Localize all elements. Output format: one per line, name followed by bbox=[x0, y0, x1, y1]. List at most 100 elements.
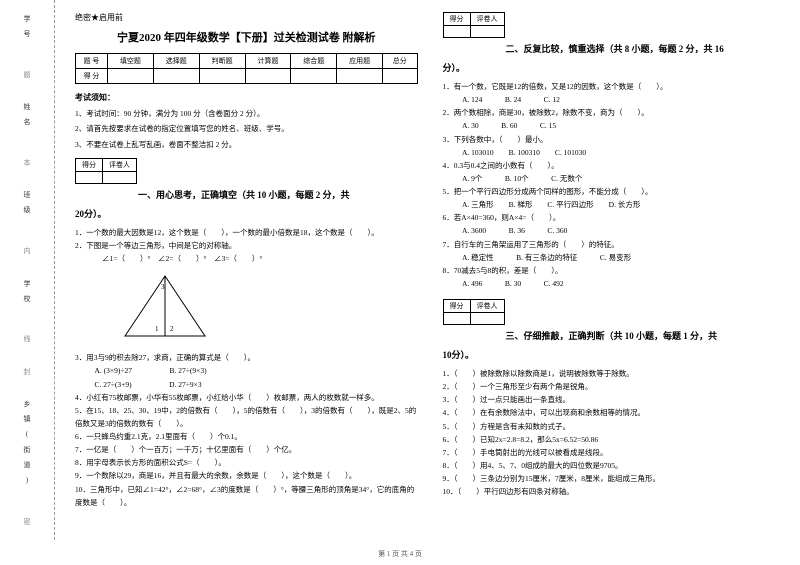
grader-table: 得分评卷人 bbox=[443, 12, 505, 38]
question: 9．一个数除以29，商是16，并且有最大的余数，余数是（ ），这个数是（ ）。 bbox=[75, 469, 418, 482]
question: 5．（ ）方程是含有未知数的式子。 bbox=[443, 420, 786, 433]
question: 4．（ ）在有余数除法中，可以出现商和余数相等的情况。 bbox=[443, 406, 786, 419]
right-column: 得分评卷人 ———————二、反复比较，慎重选择（共 8 小题，每题 2 分，共… bbox=[443, 12, 786, 540]
section3-title: ———————三、仔细推敲，正确判断（共 10 小题，每题 1 分，共 bbox=[443, 329, 786, 342]
question: 5．在15、18、25、30、19中，2的倍数有（ ），5的倍数有（ ），3的倍… bbox=[75, 404, 418, 430]
grader-cell bbox=[443, 313, 470, 325]
sidebar-marker: 内 bbox=[22, 247, 32, 254]
score-header: 填空题 bbox=[108, 54, 154, 69]
grader-cell: 评卷人 bbox=[470, 300, 504, 313]
question: 2．（ ）一个三角形至少有两个角是锐角。 bbox=[443, 380, 786, 393]
section2-points: 分）。 bbox=[443, 61, 786, 74]
grader-cell: 得分 bbox=[443, 300, 470, 313]
question: 1．（ ）被除数除以除数商是1，说明被除数等于除数。 bbox=[443, 367, 786, 380]
question-option: A. 稳定性 B. 有三条边的特征 C. 易变形 bbox=[443, 251, 786, 264]
question-option: A. 三角形 B. 梯形 C. 平行四边形 D. 长方形 bbox=[443, 198, 786, 211]
grader-cell: 评卷人 bbox=[103, 158, 137, 171]
question: 10．三角形中，已知∠1=42°，∠2=68°，∠3的度数是（ ）°，等腰三角形… bbox=[75, 483, 418, 509]
score-header: 判断题 bbox=[199, 54, 245, 69]
question: 9．（ ）三条边分别为15厘米，7厘米，8厘米，能组成三角形。 bbox=[443, 472, 786, 485]
question-option: A. 103010 B. 100310 C. 101030 bbox=[443, 146, 786, 159]
section2-questions: 1．有一个数，它既是12的倍数，又是12的因数，这个数是（ ）。 A. 124 … bbox=[443, 80, 786, 290]
score-cell bbox=[108, 69, 154, 84]
exam-title: 宁夏2020 年四年级数学【下册】过关检测试卷 附解析 bbox=[75, 29, 418, 45]
question: 6．（ ）已知2x=2.8=8.2，那么5x=6.52=50.86 bbox=[443, 433, 786, 446]
question: 8．（ ）用4、5、7、0组成的最大的四位数是9705。 bbox=[443, 459, 786, 472]
section3-points: 10分）。 bbox=[443, 348, 786, 361]
section3-questions: 1．（ ）被除数除以除数商是1，说明被除数等于除数。 2．（ ）一个三角形至少有… bbox=[443, 367, 786, 498]
notice-list: 1、考试时间：90 分钟，满分为 100 分（含卷面分 2 分）。 2、请首先按… bbox=[75, 107, 418, 152]
score-cell bbox=[383, 69, 417, 84]
svg-text:1: 1 bbox=[155, 325, 159, 333]
score-cell bbox=[337, 69, 383, 84]
question: 6．若A×40=360，则A×4=（ ）。 bbox=[443, 211, 786, 224]
question: 6．一只蜂鸟约重2.1克，2.1里面有（ ）个0.1。 bbox=[75, 430, 418, 443]
score-cell bbox=[153, 69, 199, 84]
grader-table: 得分评卷人 bbox=[443, 299, 505, 325]
score-header: 计算题 bbox=[245, 54, 291, 69]
score-header: 综合题 bbox=[291, 54, 337, 69]
triangle-figure: 1 2 3 bbox=[115, 271, 418, 345]
grader-cell bbox=[103, 171, 137, 183]
score-cell bbox=[199, 69, 245, 84]
grader-cell bbox=[443, 26, 470, 38]
question: 10．（ ）平行四边形有四条对称轴。 bbox=[443, 485, 786, 498]
question-option: C. 27÷(3+9) D. 27÷9×3 bbox=[75, 378, 418, 391]
grader-cell bbox=[76, 171, 103, 183]
grader-cell bbox=[470, 26, 504, 38]
question-option: A. 124 B. 24 C. 12 bbox=[443, 93, 786, 106]
page-footer: 第 1 页 共 4 页 bbox=[0, 549, 800, 559]
left-column: 绝密★启用前 宁夏2020 年四年级数学【下册】过关检测试卷 附解析 题 号 填… bbox=[75, 12, 418, 540]
notice-item: 2、请首先按要求在试卷的指定位置填写您的姓名、班级、学号。 bbox=[75, 122, 418, 136]
sidebar-label-id: 学号 bbox=[22, 15, 32, 45]
grader-table: 得分评卷人 bbox=[75, 158, 137, 184]
question-option: A. 30 B. 60 C. 15 bbox=[443, 119, 786, 132]
sidebar-marker: 密 bbox=[22, 518, 32, 525]
question: 2．两个数相除，商是30，被除数2，除数不变，商为（ ）。 bbox=[443, 106, 786, 119]
sidebar-marker: 封 bbox=[22, 368, 32, 375]
question: 1．一个数的最大因数是12，这个数是（ ），一个数的最小倍数是18，这个数是（ … bbox=[75, 226, 418, 239]
grader-cell: 评卷人 bbox=[470, 13, 504, 26]
score-header: 应用题 bbox=[337, 54, 383, 69]
sidebar-marker: 题 bbox=[22, 71, 32, 78]
secrecy-mark: 绝密★启用前 bbox=[75, 12, 418, 23]
question: 3．下列各数中，（ ）最小。 bbox=[443, 133, 786, 146]
notice-title: 考试须知： bbox=[75, 92, 418, 103]
sidebar-label-class: 班级 bbox=[22, 191, 32, 221]
question: 4．小红有75枚邮票，小华有55枚邮票，小红给小华（ ）枚邮票，两人的枚数就一样… bbox=[75, 391, 418, 404]
grader-cell bbox=[470, 313, 504, 325]
question: 3．用3与9的积去除27，求商，正确的算式是（ ）。 bbox=[75, 351, 418, 364]
section1-points: 20分）。 bbox=[75, 207, 418, 220]
question: 7．一亿是（ ）个一百万；一千万；十亿里面有（ ）个亿。 bbox=[75, 443, 418, 456]
section1-questions: 1．一个数的最大因数是12，这个数是（ ），一个数的最小倍数是18，这个数是（ … bbox=[75, 226, 418, 509]
score-cell bbox=[291, 69, 337, 84]
score-cell bbox=[245, 69, 291, 84]
notice-item: 1、考试时间：90 分钟，满分为 100 分（含卷面分 2 分）。 bbox=[75, 107, 418, 121]
score-header: 总分 bbox=[383, 54, 417, 69]
section2-title: ———————二、反复比较，慎重选择（共 8 小题，每题 2 分，共 16 bbox=[443, 42, 786, 55]
sidebar-label-name: 姓名 bbox=[22, 103, 32, 133]
svg-text:3: 3 bbox=[161, 283, 165, 291]
binding-sidebar: 学号 题 姓名 本 班级 内 学校 线 封 乡镇(街道) 密 bbox=[0, 0, 55, 540]
question: 3．（ ）过一点只能画出一条直线。 bbox=[443, 393, 786, 406]
question-option: A. 9个 B. 10个 C. 无数个 bbox=[443, 172, 786, 185]
sidebar-marker: 线 bbox=[22, 335, 32, 342]
sidebar-marker: 本 bbox=[22, 159, 32, 166]
question: 8．70减去5与8的积，差是（ ）。 bbox=[443, 264, 786, 277]
question: 7．自行车的三角架运用了三角形的（ ）的特征。 bbox=[443, 238, 786, 251]
sidebar-label-school: 学校 bbox=[22, 280, 32, 310]
question: ∠1=（ ）° ∠2=（ ）° ∠3=（ ）° bbox=[75, 252, 418, 265]
score-header: 选择题 bbox=[153, 54, 199, 69]
score-cell: 得 分 bbox=[76, 69, 108, 84]
question: 4．0.3与0.4之间的小数有（ ）。 bbox=[443, 159, 786, 172]
section1-title: ———————一、用心思考，正确填空（共 10 小题，每题 2 分，共 bbox=[75, 188, 418, 201]
score-header: 题 号 bbox=[76, 54, 108, 69]
question: 7．（ ）手电筒射出的光线可以被看成是线段。 bbox=[443, 446, 786, 459]
grader-cell: 得分 bbox=[443, 13, 470, 26]
svg-text:2: 2 bbox=[170, 325, 174, 333]
question: 5．把一个平行四边形分成两个同样的图形，不能分成（ ）。 bbox=[443, 185, 786, 198]
question-option: A. 3600 B. 36 C. 360 bbox=[443, 224, 786, 237]
score-table: 题 号 填空题 选择题 判断题 计算题 综合题 应用题 总分 得 分 bbox=[75, 53, 418, 84]
question: 2．下图是一个等边三角形，中间是它的对称轴。 bbox=[75, 239, 418, 252]
question-option: A. 496 B. 30 C. 492 bbox=[443, 277, 786, 290]
